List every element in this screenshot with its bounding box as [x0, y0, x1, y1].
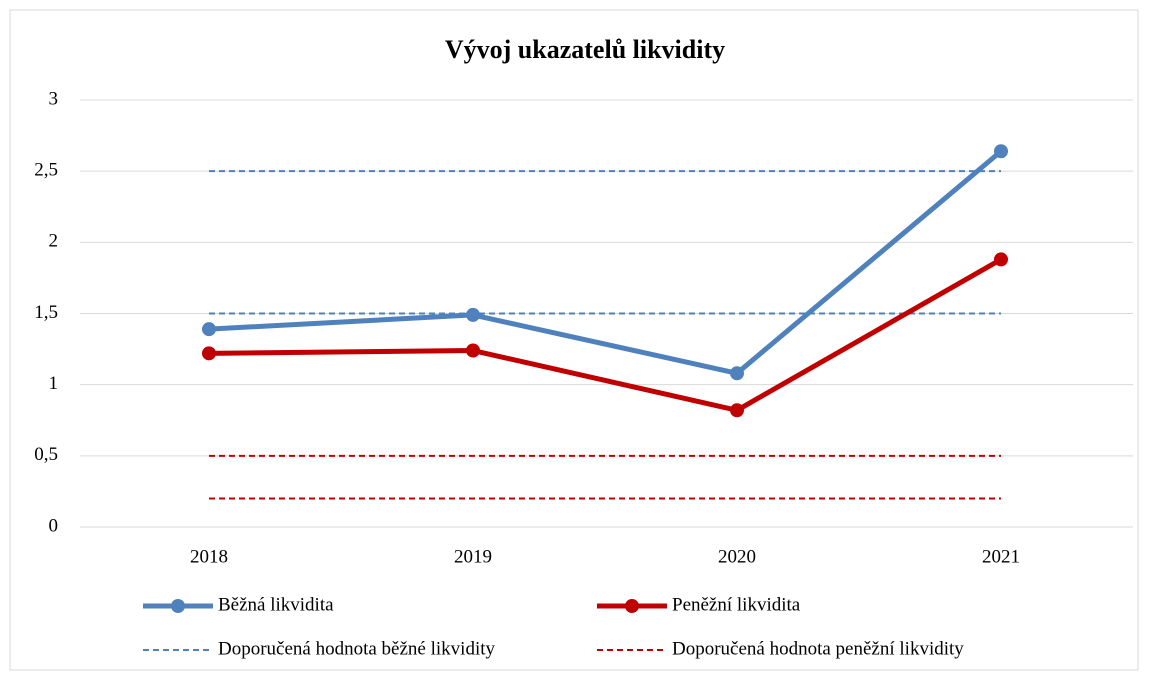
legend-label: Doporučená hodnota peněžní likvidity [672, 638, 964, 659]
marker [994, 144, 1008, 159]
legend-label: Běžná likvidita [218, 594, 334, 615]
x-tick-label: 2021 [982, 546, 1020, 567]
legend-marker [171, 599, 185, 613]
x-tick-label: 2020 [718, 546, 756, 567]
y-tick-label: 1 [49, 373, 59, 394]
x-tick-label: 2018 [190, 546, 228, 567]
marker [202, 322, 216, 337]
line-series [208, 257, 1003, 413]
legend-label: Doporučená hodnota běžné likvidity [218, 638, 496, 659]
line-series [208, 149, 1003, 376]
chart-title: Vývoj ukazatelů likvidity [445, 35, 725, 64]
legend-marker [625, 599, 639, 613]
chart-frame [9, 9, 1139, 671]
x-tick-label: 2019 [454, 546, 492, 567]
y-tick-label: 0,5 [34, 444, 58, 465]
marker [730, 366, 744, 381]
legend-label: Peněžní likvidita [672, 594, 801, 615]
y-tick-label: 3 [49, 88, 59, 109]
y-tick-label: 2,5 [34, 160, 58, 181]
marker [466, 343, 480, 358]
marker [730, 403, 744, 418]
y-tick-label: 0 [49, 515, 59, 536]
y-tick-label: 1,5 [34, 302, 58, 323]
marker [466, 307, 480, 322]
y-tick-label: 2 [49, 231, 59, 252]
marker [994, 252, 1008, 267]
marker [202, 346, 216, 361]
